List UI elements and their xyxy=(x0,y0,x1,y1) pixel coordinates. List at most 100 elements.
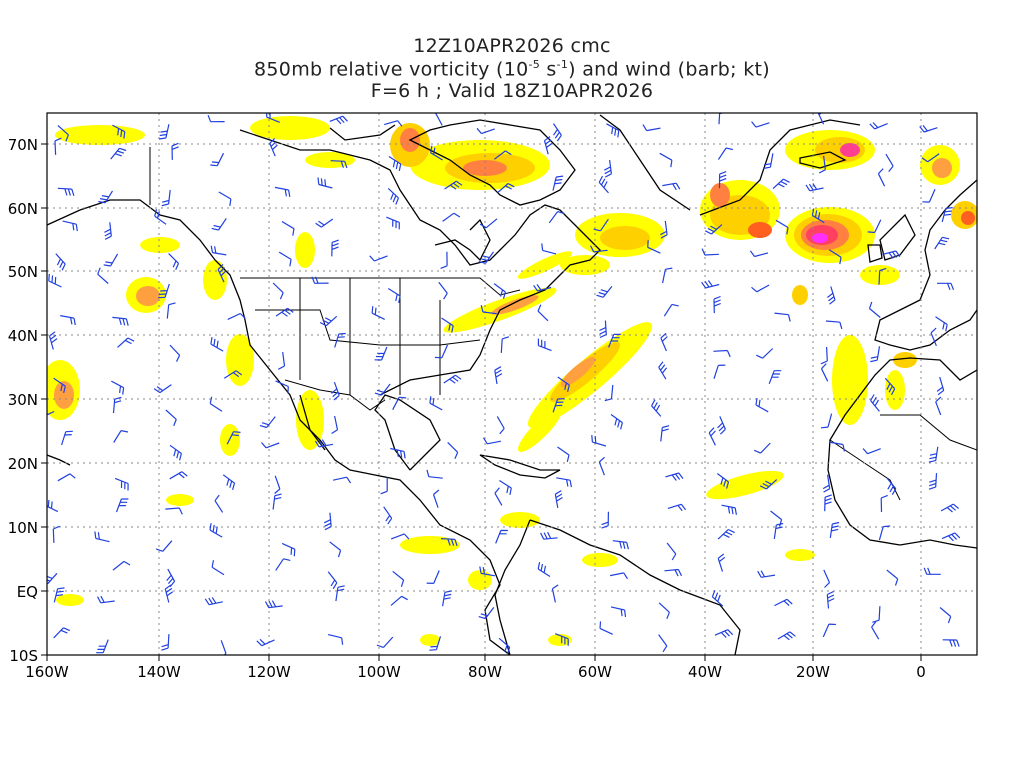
wind-barb xyxy=(537,304,549,322)
wind-barb xyxy=(275,307,294,317)
wind-barb xyxy=(480,305,497,315)
wind-barb xyxy=(884,377,896,396)
longitude-labels: 160W 140W 120W 100W 80W 60W 40W 20W 0 xyxy=(25,663,926,681)
wind-barb xyxy=(169,344,181,362)
wind-barb xyxy=(374,346,388,361)
wind-barb xyxy=(210,337,224,352)
wind-barb xyxy=(55,253,66,271)
wind-barb xyxy=(211,218,227,231)
wind-barb xyxy=(314,439,334,448)
wind-barb xyxy=(210,152,225,167)
wind-barb xyxy=(392,570,405,587)
lon-label: 80W xyxy=(468,663,502,681)
wind-barb xyxy=(556,477,572,488)
wind-barb xyxy=(476,127,495,135)
wind-barb xyxy=(928,473,938,490)
lat-label: 30N xyxy=(8,391,38,409)
wind-barb xyxy=(805,183,824,192)
wind-barb xyxy=(718,171,727,189)
wind-barb xyxy=(380,477,388,495)
wind-barb xyxy=(435,113,443,126)
wind-barb xyxy=(868,301,881,318)
wind-barb xyxy=(867,219,882,234)
wind-barb xyxy=(601,511,609,529)
wind-barb xyxy=(721,504,737,515)
lat-label: 10N xyxy=(8,519,38,537)
wind-barb xyxy=(660,425,670,442)
wind-barb xyxy=(923,567,941,575)
wind-barb xyxy=(759,479,778,490)
wind-barb xyxy=(494,487,503,506)
lon-label: 20W xyxy=(796,663,830,681)
wind-barb xyxy=(871,621,880,640)
wind-barb xyxy=(440,538,458,547)
wind-barb xyxy=(269,138,278,157)
wind-barb xyxy=(882,250,901,259)
wind-barb xyxy=(317,177,333,189)
wind-barb xyxy=(331,239,339,257)
wind-barb xyxy=(596,286,613,298)
wind-barb xyxy=(862,448,881,455)
wind-barb xyxy=(110,147,127,160)
wind-barb xyxy=(716,473,730,489)
wind-barb xyxy=(612,540,629,550)
wind-barb xyxy=(315,218,334,228)
wind-barb xyxy=(331,381,340,401)
wind-barb xyxy=(440,251,448,269)
wind-barb xyxy=(227,312,246,320)
wind-barb xyxy=(61,430,73,446)
wind-barb xyxy=(713,349,731,358)
wind-barb xyxy=(934,236,950,250)
title-valid-time: F=6 h ; Valid 18Z10APR2026 xyxy=(370,80,654,102)
wind-barb xyxy=(54,137,62,155)
wind-barb xyxy=(323,512,332,531)
wind-barb xyxy=(493,150,512,160)
wind-barb xyxy=(936,376,945,396)
wind-barb xyxy=(153,384,172,394)
wind-barb xyxy=(311,276,329,284)
lat-label: 60N xyxy=(8,200,38,218)
map-panel xyxy=(47,113,977,655)
wind-barb xyxy=(553,123,562,142)
wind-barb xyxy=(154,209,167,225)
wind-barb xyxy=(551,584,559,603)
wind-barb xyxy=(886,569,899,586)
wind-barb xyxy=(822,623,836,638)
wind-barb xyxy=(886,477,897,495)
wind-barb xyxy=(272,493,282,510)
wind-barb xyxy=(820,346,828,365)
wind-barb xyxy=(330,160,348,169)
wind-barb xyxy=(47,499,59,513)
wind-barb xyxy=(827,286,836,305)
wind-barb xyxy=(329,115,348,125)
wind-barb xyxy=(828,249,842,265)
wind-barb xyxy=(112,124,126,139)
wind-barb xyxy=(117,337,135,348)
wind-barb xyxy=(817,113,825,125)
wind-barb xyxy=(209,396,223,412)
wind-barb xyxy=(878,525,891,541)
wind-barb xyxy=(540,531,558,540)
wind-barb xyxy=(478,251,494,264)
wind-barb xyxy=(599,320,607,339)
wind-barb xyxy=(210,245,227,256)
wind-barb xyxy=(57,473,76,482)
wind-barb xyxy=(171,142,179,160)
wind-barb xyxy=(658,361,668,380)
wind-barb xyxy=(96,639,109,654)
wind-barb xyxy=(937,282,955,291)
wind-barb xyxy=(434,344,449,359)
wind-barb xyxy=(591,435,607,447)
wind-barb xyxy=(442,212,461,222)
lat-label: 50N xyxy=(8,263,38,281)
wind-barb xyxy=(104,222,112,240)
wind-barb xyxy=(877,168,886,187)
lon-label: 160W xyxy=(25,663,69,681)
wind-barb xyxy=(430,145,443,161)
wind-barb xyxy=(264,600,283,609)
wind-barb xyxy=(717,147,734,160)
wind-barb xyxy=(604,159,612,178)
wind-barb xyxy=(432,489,440,508)
wind-barb xyxy=(829,441,845,452)
wind-barb xyxy=(756,348,774,359)
